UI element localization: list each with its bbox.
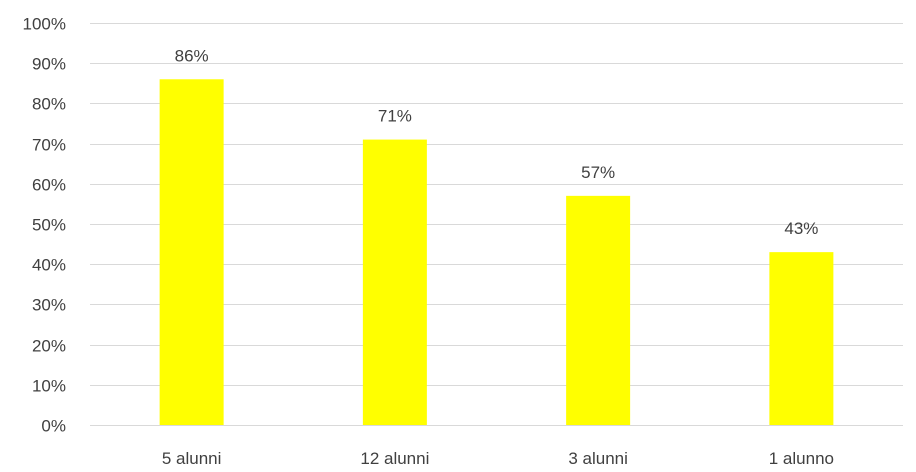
bar-data-label: 71% — [378, 107, 412, 126]
x-category-label: 5 alunni — [162, 449, 222, 468]
y-tick-label: 40% — [32, 256, 66, 275]
data-labels: 86% 71% 57% 43% — [175, 46, 819, 238]
gridlines — [90, 23, 903, 426]
y-tick-label: 90% — [32, 55, 66, 74]
bars — [159, 79, 834, 425]
x-category-label: 3 alunni — [568, 449, 628, 468]
y-tick-label: 0% — [41, 417, 66, 436]
bar — [159, 79, 224, 425]
x-axis: 5 alunni 12 alunni 3 alunni 1 alunno — [162, 449, 834, 468]
bar — [566, 195, 631, 425]
y-tick-label: 50% — [32, 216, 66, 235]
y-tick-label: 30% — [32, 296, 66, 315]
y-tick-label: 80% — [32, 95, 66, 114]
y-axis: 0% 10% 20% 30% 40% 50% 60% 70% 80% 90% 100% — [23, 15, 66, 436]
y-tick-label: 20% — [32, 337, 66, 356]
bar — [769, 252, 834, 425]
y-tick-label: 70% — [32, 136, 66, 155]
y-tick-label: 10% — [32, 377, 66, 396]
bar-data-label: 86% — [175, 46, 209, 65]
x-category-label: 12 alunni — [360, 449, 429, 468]
x-category-label: 1 alunno — [769, 449, 834, 468]
bar-data-label: 57% — [581, 163, 615, 182]
bar-data-label: 43% — [784, 219, 818, 238]
y-tick-label: 100% — [23, 15, 66, 34]
bar — [362, 139, 427, 425]
y-tick-label: 60% — [32, 176, 66, 195]
